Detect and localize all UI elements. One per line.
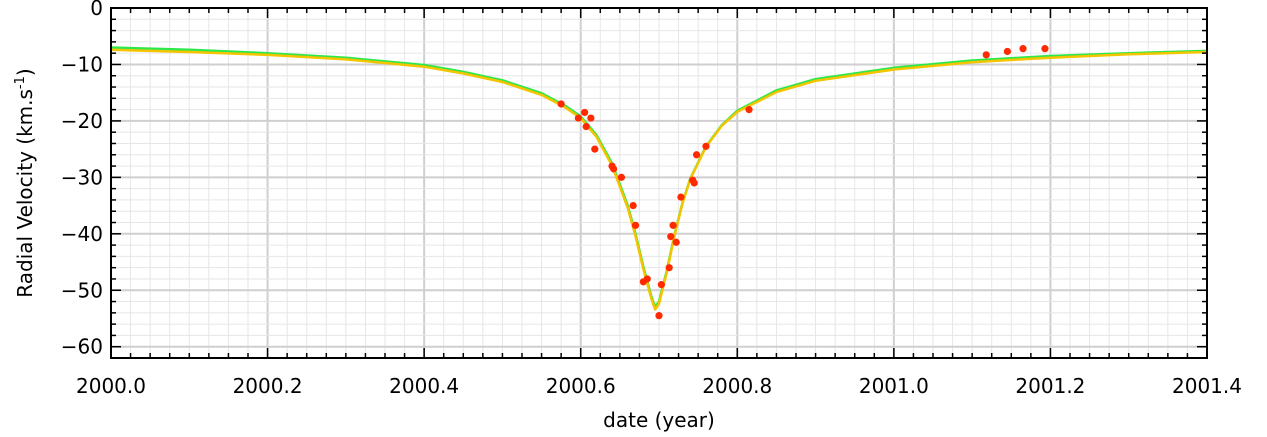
- data-point: [655, 312, 663, 320]
- y-tick-label: −20: [61, 109, 103, 133]
- data-point: [587, 114, 595, 122]
- x-tick-label: 2001.0: [859, 374, 929, 398]
- data-point: [581, 108, 589, 117]
- y-tick-label: 0: [90, 0, 103, 20]
- data-point: [643, 275, 651, 283]
- x-tick-label: 2000.4: [389, 374, 459, 398]
- data-point: [1003, 47, 1011, 56]
- data-point: [665, 264, 673, 272]
- data-point: [677, 193, 685, 201]
- data-point: [702, 142, 710, 150]
- series-layer: [110, 45, 1208, 320]
- y-tick-label: −40: [61, 222, 103, 246]
- data-point: [631, 221, 640, 229]
- y-axis-title-superscript: -1: [13, 76, 28, 89]
- data-point: [667, 233, 675, 241]
- y-axis-title: Radial Velocity (km.s-1): [13, 68, 37, 297]
- data-point: [657, 281, 665, 289]
- data-point: [1041, 45, 1049, 53]
- data-point: [692, 151, 701, 159]
- x-tick-label: 2000.0: [76, 374, 146, 398]
- x-axis-title: date (year): [603, 408, 715, 432]
- y-tick-label: −30: [61, 165, 103, 189]
- data-point: [690, 179, 698, 187]
- x-tick-label: 2000.6: [546, 374, 616, 398]
- data-point: [609, 165, 618, 173]
- x-tick-label: 2000.2: [233, 374, 303, 398]
- y-tick-label: −60: [61, 335, 103, 359]
- model-curve: [110, 48, 1208, 311]
- x-tick-label: 2001.4: [1172, 374, 1242, 398]
- data-point: [669, 221, 677, 229]
- data-point: [617, 173, 626, 181]
- data-point: [557, 100, 565, 108]
- data-point: [745, 106, 753, 114]
- y-tick-label: −50: [61, 278, 103, 302]
- data-point: [582, 122, 590, 131]
- data-point: [591, 145, 599, 153]
- data-point: [982, 51, 990, 59]
- x-tick-label: 2001.2: [1015, 374, 1085, 398]
- data-point: [672, 238, 680, 246]
- tick-labels: 2000.0 2000.2 2000.4 2000.6 2000.8 2001.0 2001…: [61, 0, 1242, 398]
- x-tick-label: 2000.8: [702, 374, 772, 398]
- y-axis-title-text: Radial Velocity (km.s: [13, 89, 37, 298]
- plot-frame: [110, 7, 1208, 359]
- y-axis-title-close: ): [13, 68, 37, 76]
- data-point: [629, 201, 637, 210]
- y-tick-label: −10: [61, 52, 103, 76]
- data-point: [1019, 45, 1027, 53]
- data-point: [574, 114, 582, 122]
